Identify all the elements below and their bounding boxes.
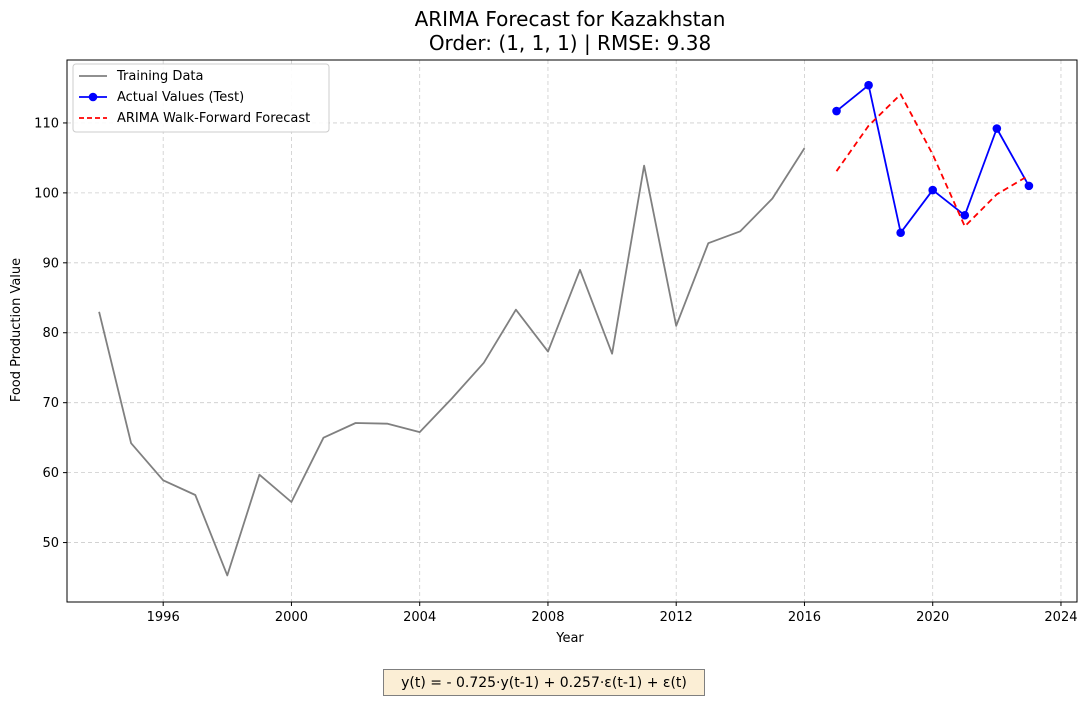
y-axis: 50 60 70 80 90 100 110	[34, 116, 67, 551]
y-tick-label: 100	[34, 186, 59, 201]
series-line-arima-walk-forward-forecast	[835, 93, 1030, 228]
plot-series	[98, 80, 1034, 577]
data-point-actual-values-test	[992, 124, 1002, 133]
y-tick-label: 90	[42, 256, 59, 271]
series-line-training-data	[98, 147, 806, 577]
legend-box	[72, 63, 330, 133]
y-axis-label: Food Production Value	[9, 258, 24, 402]
legend-label-actual: Actual Values (Test)	[117, 90, 244, 105]
legend: Training Data Actual Values (Test) ARIMA…	[72, 63, 330, 133]
data-point-actual-values-test	[896, 228, 905, 238]
model-equation: y(t) = - 0.725·y(t-1) + 0.257·ε(t-1) + ε…	[401, 674, 687, 691]
legend-label-forecast: ARIMA Walk-Forward Forecast	[117, 111, 310, 126]
x-tick-label: 2024	[1044, 610, 1077, 625]
x-tick-label: 2000	[275, 610, 308, 625]
chart-title: ARIMA Forecast for Kazakhstan	[415, 7, 726, 31]
data-point-actual-values-test	[864, 80, 873, 90]
x-axis-label: Year	[555, 631, 584, 646]
y-tick-label: 50	[42, 536, 59, 551]
y-tick-label: 80	[42, 326, 59, 341]
grid-lines	[67, 60, 1077, 602]
x-tick-label: 2016	[788, 610, 821, 625]
y-tick-label: 110	[34, 116, 59, 131]
data-point-actual-values-test	[832, 106, 841, 116]
x-tick-label: 2020	[916, 610, 949, 625]
plot-frame	[66, 59, 1078, 603]
x-axis: 1996 2000 2004 2008 2012 2016 2020 2024	[147, 602, 1078, 625]
legend-marker-actual	[88, 92, 98, 102]
y-tick-label: 70	[42, 396, 59, 411]
data-point-actual-values-test	[928, 185, 938, 195]
x-tick-label: 2008	[531, 610, 564, 625]
model-equation-box: y(t) = - 0.725·y(t-1) + 0.257·ε(t-1) + ε…	[383, 669, 705, 696]
y-tick-label: 60	[42, 466, 59, 481]
data-point-actual-values-test	[960, 210, 970, 220]
legend-label-training: Training Data	[116, 69, 203, 84]
x-tick-label: 1996	[147, 610, 180, 625]
x-tick-label: 2004	[403, 610, 436, 625]
x-tick-label: 2012	[660, 610, 693, 625]
data-point-actual-values-test	[1024, 181, 1034, 191]
chart-subtitle: Order: (1, 1, 1) | RMSE: 9.38	[429, 31, 711, 55]
